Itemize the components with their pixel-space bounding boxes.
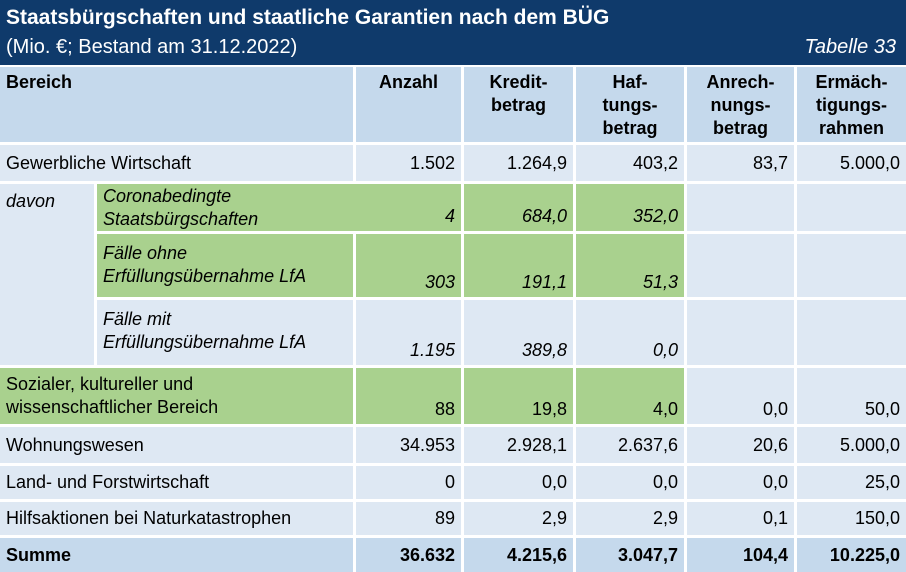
cell-mit-anrechnung [687, 300, 794, 365]
col-header-anzahl: Anzahl [356, 67, 461, 142]
row-label-mit: Fälle mit Erfüllungsübernahme LfA [97, 300, 353, 365]
cell-summe-anzahl: 36.632 [356, 538, 461, 572]
cell-gewerbe-kredit: 1.264,9 [464, 145, 573, 181]
cell-sozial-haftung: 4,0 [576, 368, 684, 424]
cell-corona-kredit: 684,0 [464, 184, 573, 231]
cell-ohne-ermaechtigung [797, 234, 906, 297]
cell-wohnung-anzahl: 34.953 [356, 427, 461, 463]
cell-mit-ermaechtigung [797, 300, 906, 365]
cell-corona-haftung: 352,0 [576, 184, 684, 231]
cell-wohnung-haftung: 2.637,6 [576, 427, 684, 463]
cell-ohne-anzahl: 303 [356, 234, 461, 297]
cell-ohne-anrechnung [687, 234, 794, 297]
cell-hilfe-kredit: 2,9 [464, 502, 573, 535]
row-label-ohne: Fälle ohne Erfüllungsübernahme LfA [97, 234, 353, 297]
cell-wohnung-kredit: 2.928,1 [464, 427, 573, 463]
cell-summe-anrechnung: 104,4 [687, 538, 794, 572]
row-label-davon: davon [0, 184, 94, 365]
col-header-ermaechtigungsrahmen: Ermäch- tigungs- rahmen [797, 67, 906, 142]
col-header-haftungsbetrag: Haf- tungs- betrag [576, 67, 684, 142]
cell-summe-haftung: 3.047,7 [576, 538, 684, 572]
row-label-sozial: Sozialer, kultureller und wissenschaftli… [0, 368, 353, 424]
table-header-banner: Staatsbürgschaften und staatliche Garant… [0, 0, 906, 65]
cell-mit-kredit: 389,8 [464, 300, 573, 365]
col-header-kreditbetrag: Kredit- betrag [464, 67, 573, 142]
cell-land-ermaechtigung: 25,0 [797, 466, 906, 499]
cell-hilfe-anzahl: 89 [356, 502, 461, 535]
cell-sozial-kredit: 19,8 [464, 368, 573, 424]
cell-mit-anzahl: 1.195 [356, 300, 461, 365]
table-title: Staatsbürgschaften und staatliche Garant… [6, 6, 610, 29]
cell-land-anrechnung: 0,0 [687, 466, 794, 499]
cell-gewerbe-haftung: 403,2 [576, 145, 684, 181]
cell-hilfe-ermaechtigung: 150,0 [797, 502, 906, 535]
cell-corona-ermaechtigung [797, 184, 906, 231]
cell-gewerbe-ermaechtigung: 5.000,0 [797, 145, 906, 181]
row-label-summe: Summe [0, 538, 353, 572]
col-header-anrechnungsbetrag: Anrech- nungs- betrag [687, 67, 794, 142]
cell-corona-anzahl: 4 [356, 184, 461, 231]
cell-land-haftung: 0,0 [576, 466, 684, 499]
table-number: Tabelle 33 [804, 36, 896, 58]
cell-sozial-anzahl: 88 [356, 368, 461, 424]
cell-sozial-anrechnung: 0,0 [687, 368, 794, 424]
col-header-bereich: Bereich [0, 67, 353, 142]
cell-land-kredit: 0,0 [464, 466, 573, 499]
cell-ohne-kredit: 191,1 [464, 234, 573, 297]
cell-summe-ermaechtigung: 10.225,0 [797, 538, 906, 572]
cell-hilfe-anrechnung: 0,1 [687, 502, 794, 535]
row-label-land: Land- und Forstwirtschaft [0, 466, 353, 499]
cell-hilfe-haftung: 2,9 [576, 502, 684, 535]
row-label-gewerbe: Gewerbliche Wirtschaft [0, 145, 353, 181]
cell-mit-haftung: 0,0 [576, 300, 684, 365]
cell-wohnung-anrechnung: 20,6 [687, 427, 794, 463]
cell-summe-kredit: 4.215,6 [464, 538, 573, 572]
cell-gewerbe-anrechnung: 83,7 [687, 145, 794, 181]
table-subtitle: (Mio. €; Bestand am 31.12.2022) [6, 36, 298, 58]
cell-sozial-ermaechtigung: 50,0 [797, 368, 906, 424]
cell-wohnung-ermaechtigung: 5.000,0 [797, 427, 906, 463]
cell-corona-anrechnung [687, 184, 794, 231]
cell-land-anzahl: 0 [356, 466, 461, 499]
cell-ohne-haftung: 51,3 [576, 234, 684, 297]
row-label-hilfe: Hilfsaktionen bei Naturkatastrophen [0, 502, 353, 535]
row-label-wohnung: Wohnungswesen [0, 427, 353, 463]
cell-gewerbe-anzahl: 1.502 [356, 145, 461, 181]
